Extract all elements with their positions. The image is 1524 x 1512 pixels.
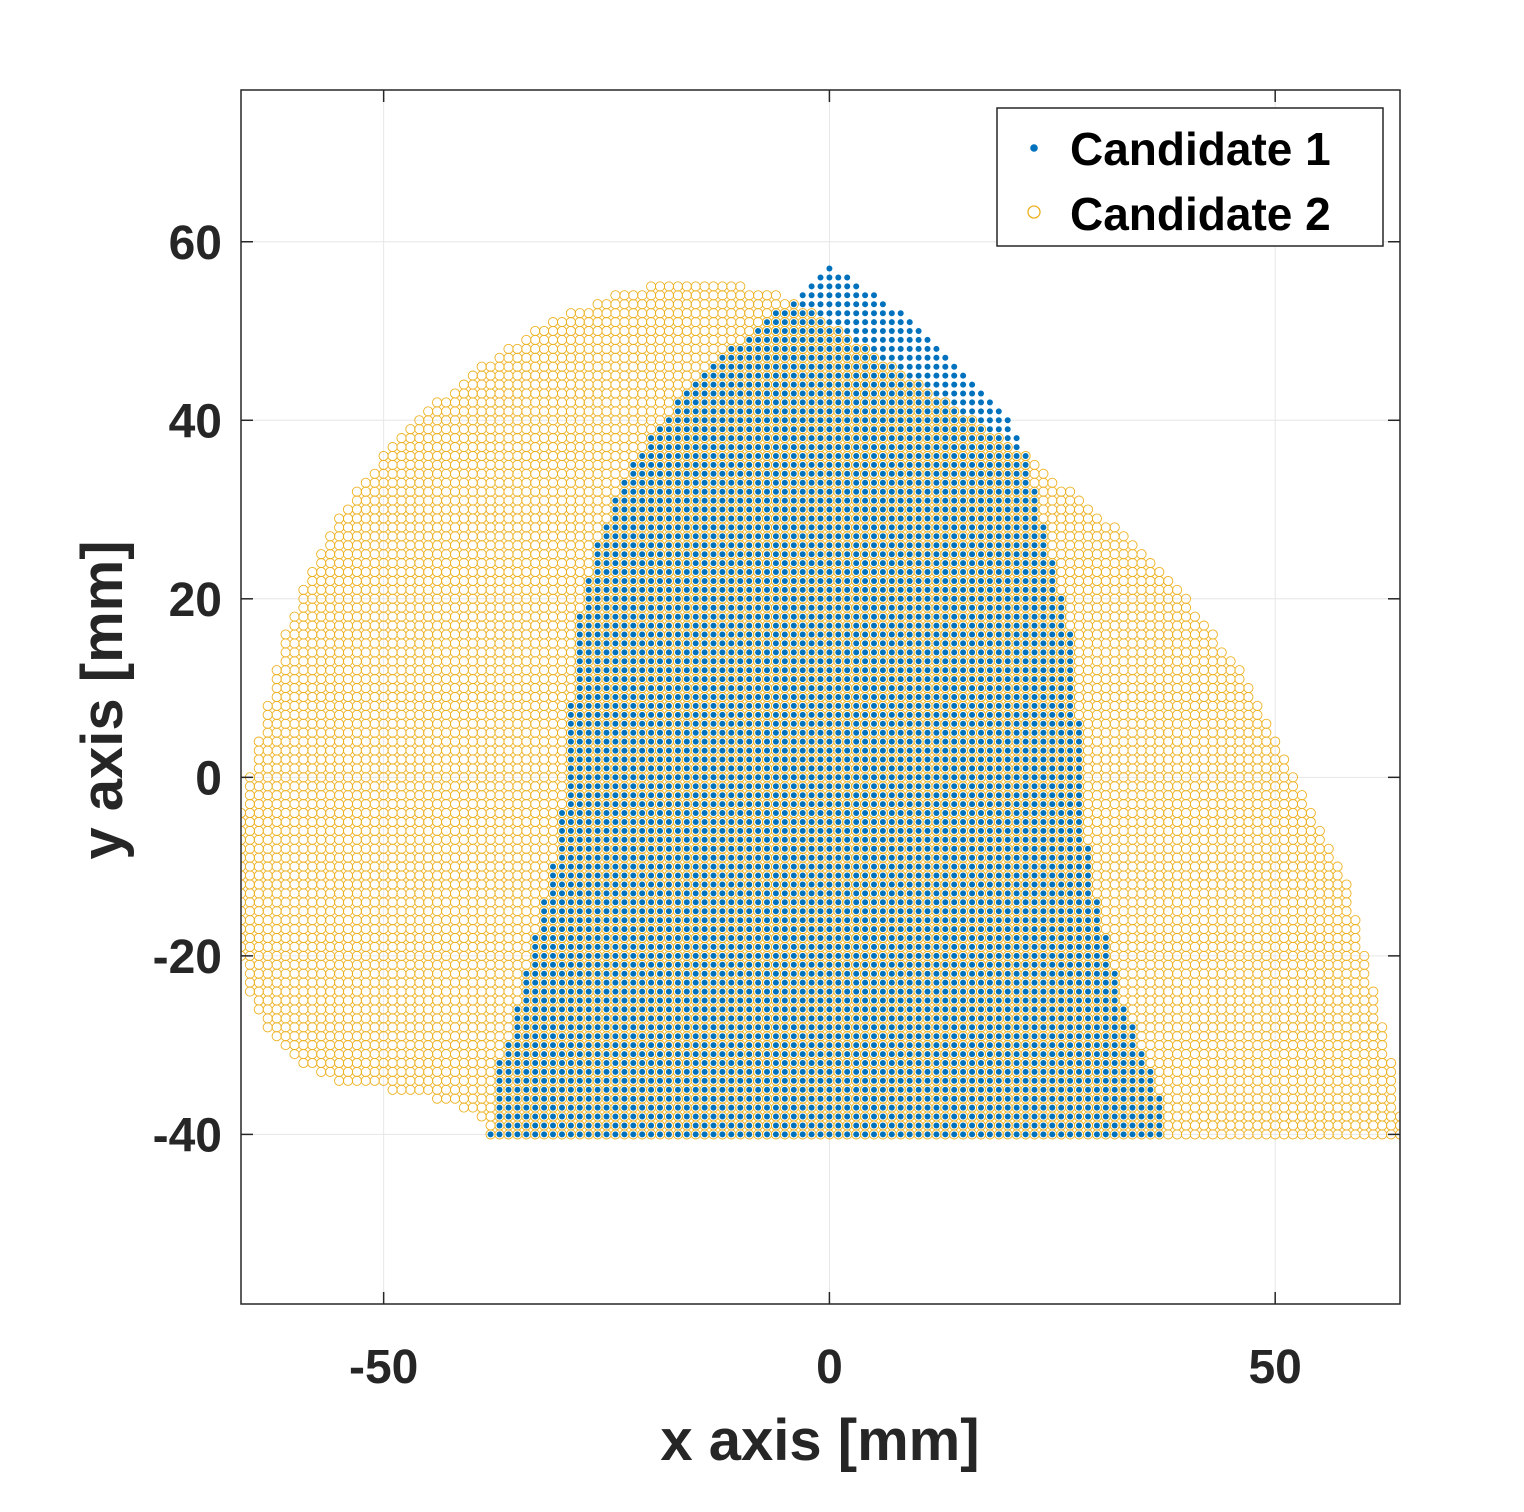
- candidate-2-point: [1377, 1022, 1388, 1033]
- candidate-2-point: [1386, 1057, 1397, 1069]
- candidate-2-point: [1394, 1111, 1400, 1122]
- candidate-2-point: [1368, 986, 1379, 997]
- data-points: [241, 265, 1400, 1140]
- candidate-2-point: [1394, 1120, 1400, 1131]
